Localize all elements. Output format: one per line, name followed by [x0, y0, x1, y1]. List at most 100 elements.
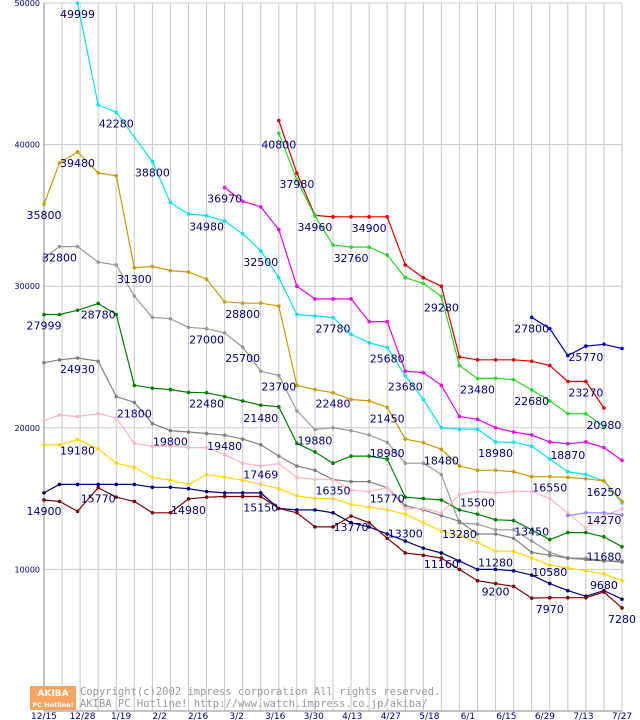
data-label: 19480 — [207, 440, 242, 453]
series-point — [602, 535, 606, 539]
series-point — [566, 442, 570, 446]
series-point — [403, 275, 408, 280]
series-point — [511, 536, 516, 541]
series-point — [96, 260, 100, 264]
series-point — [168, 428, 173, 433]
series-point — [511, 469, 516, 474]
data-label: 25680 — [370, 352, 405, 365]
series-point — [349, 428, 353, 433]
series-point — [313, 477, 317, 482]
series-point — [547, 581, 552, 586]
series-point — [367, 454, 371, 458]
series-point — [367, 489, 371, 494]
series-point — [367, 341, 371, 345]
series-point — [96, 359, 100, 364]
series-point — [367, 245, 371, 249]
data-label: 27000 — [189, 334, 224, 347]
series-point — [566, 379, 570, 384]
series-point — [421, 397, 426, 402]
series-point — [186, 486, 191, 491]
series-point — [222, 185, 227, 190]
series-point — [620, 597, 624, 601]
series-point — [150, 315, 155, 320]
series-point — [57, 161, 62, 165]
data-label: 32800 — [42, 252, 77, 265]
series-point — [349, 332, 353, 337]
data-label: 21450 — [370, 412, 405, 425]
y-tick-label: 20000 — [15, 424, 40, 433]
series-point — [313, 314, 317, 318]
series-point — [475, 532, 480, 536]
data-label: 22480 — [189, 398, 224, 411]
series-point — [349, 502, 353, 507]
series-point — [277, 405, 281, 409]
series-point — [385, 319, 389, 324]
series-point — [584, 412, 588, 416]
series-point — [240, 345, 245, 349]
series-point — [295, 383, 299, 388]
data-label: 21800 — [117, 407, 152, 420]
series-point — [511, 584, 516, 589]
series-point — [529, 556, 534, 560]
series-point — [132, 482, 137, 487]
data-label: 15770 — [370, 493, 405, 506]
series-line-13 — [531, 316, 623, 357]
series-point — [186, 270, 191, 274]
series-point — [403, 512, 408, 516]
series-point — [331, 496, 335, 501]
series-point — [439, 551, 444, 555]
series-point — [367, 433, 371, 437]
series-point — [258, 403, 263, 407]
series-point — [313, 450, 317, 454]
series-point — [331, 510, 335, 515]
series-point — [475, 567, 480, 572]
series-point — [313, 427, 317, 432]
series-point — [493, 491, 498, 495]
data-label: 40800 — [261, 138, 296, 151]
series-point — [132, 383, 137, 388]
series-point — [132, 294, 137, 298]
copyright-text: Copyright(c)2002 impress corporation All… — [80, 686, 440, 698]
series-point — [602, 510, 606, 515]
series-point — [96, 103, 100, 107]
series-point — [421, 440, 426, 445]
series-line-1 — [76, 2, 623, 504]
x-tick-label: 3/30 — [304, 712, 324, 720]
series-point — [204, 431, 209, 436]
series-point — [240, 437, 245, 441]
series-point — [75, 509, 80, 514]
series-point — [186, 212, 191, 216]
series-point — [475, 512, 480, 516]
series-point — [222, 491, 227, 495]
series-point — [57, 312, 62, 317]
series-point — [439, 426, 444, 430]
series-point — [331, 390, 335, 395]
series-point — [277, 275, 281, 280]
series-point — [475, 578, 480, 583]
series-point — [475, 376, 480, 381]
footer: AKIBA PC Hotline! Copyright(c)2002 impre… — [30, 686, 440, 710]
series-point — [584, 557, 588, 562]
series-point — [75, 1, 80, 5]
series-point — [385, 532, 389, 536]
series-point — [511, 489, 516, 494]
series-point — [620, 578, 624, 583]
series-point — [584, 526, 588, 531]
series-point — [457, 567, 462, 572]
series-point — [114, 482, 119, 487]
series-point — [75, 482, 80, 487]
series-point — [240, 478, 245, 482]
x-tick-label: 6/29 — [535, 712, 555, 720]
series-point — [168, 444, 173, 449]
series-point — [475, 489, 480, 494]
series-point — [349, 245, 353, 249]
data-label: 15770 — [81, 493, 116, 506]
series-point — [493, 426, 498, 430]
series-point — [602, 406, 606, 410]
series-point — [75, 356, 80, 360]
series-point — [150, 386, 155, 390]
series-point — [457, 414, 462, 419]
series-point — [493, 532, 498, 536]
